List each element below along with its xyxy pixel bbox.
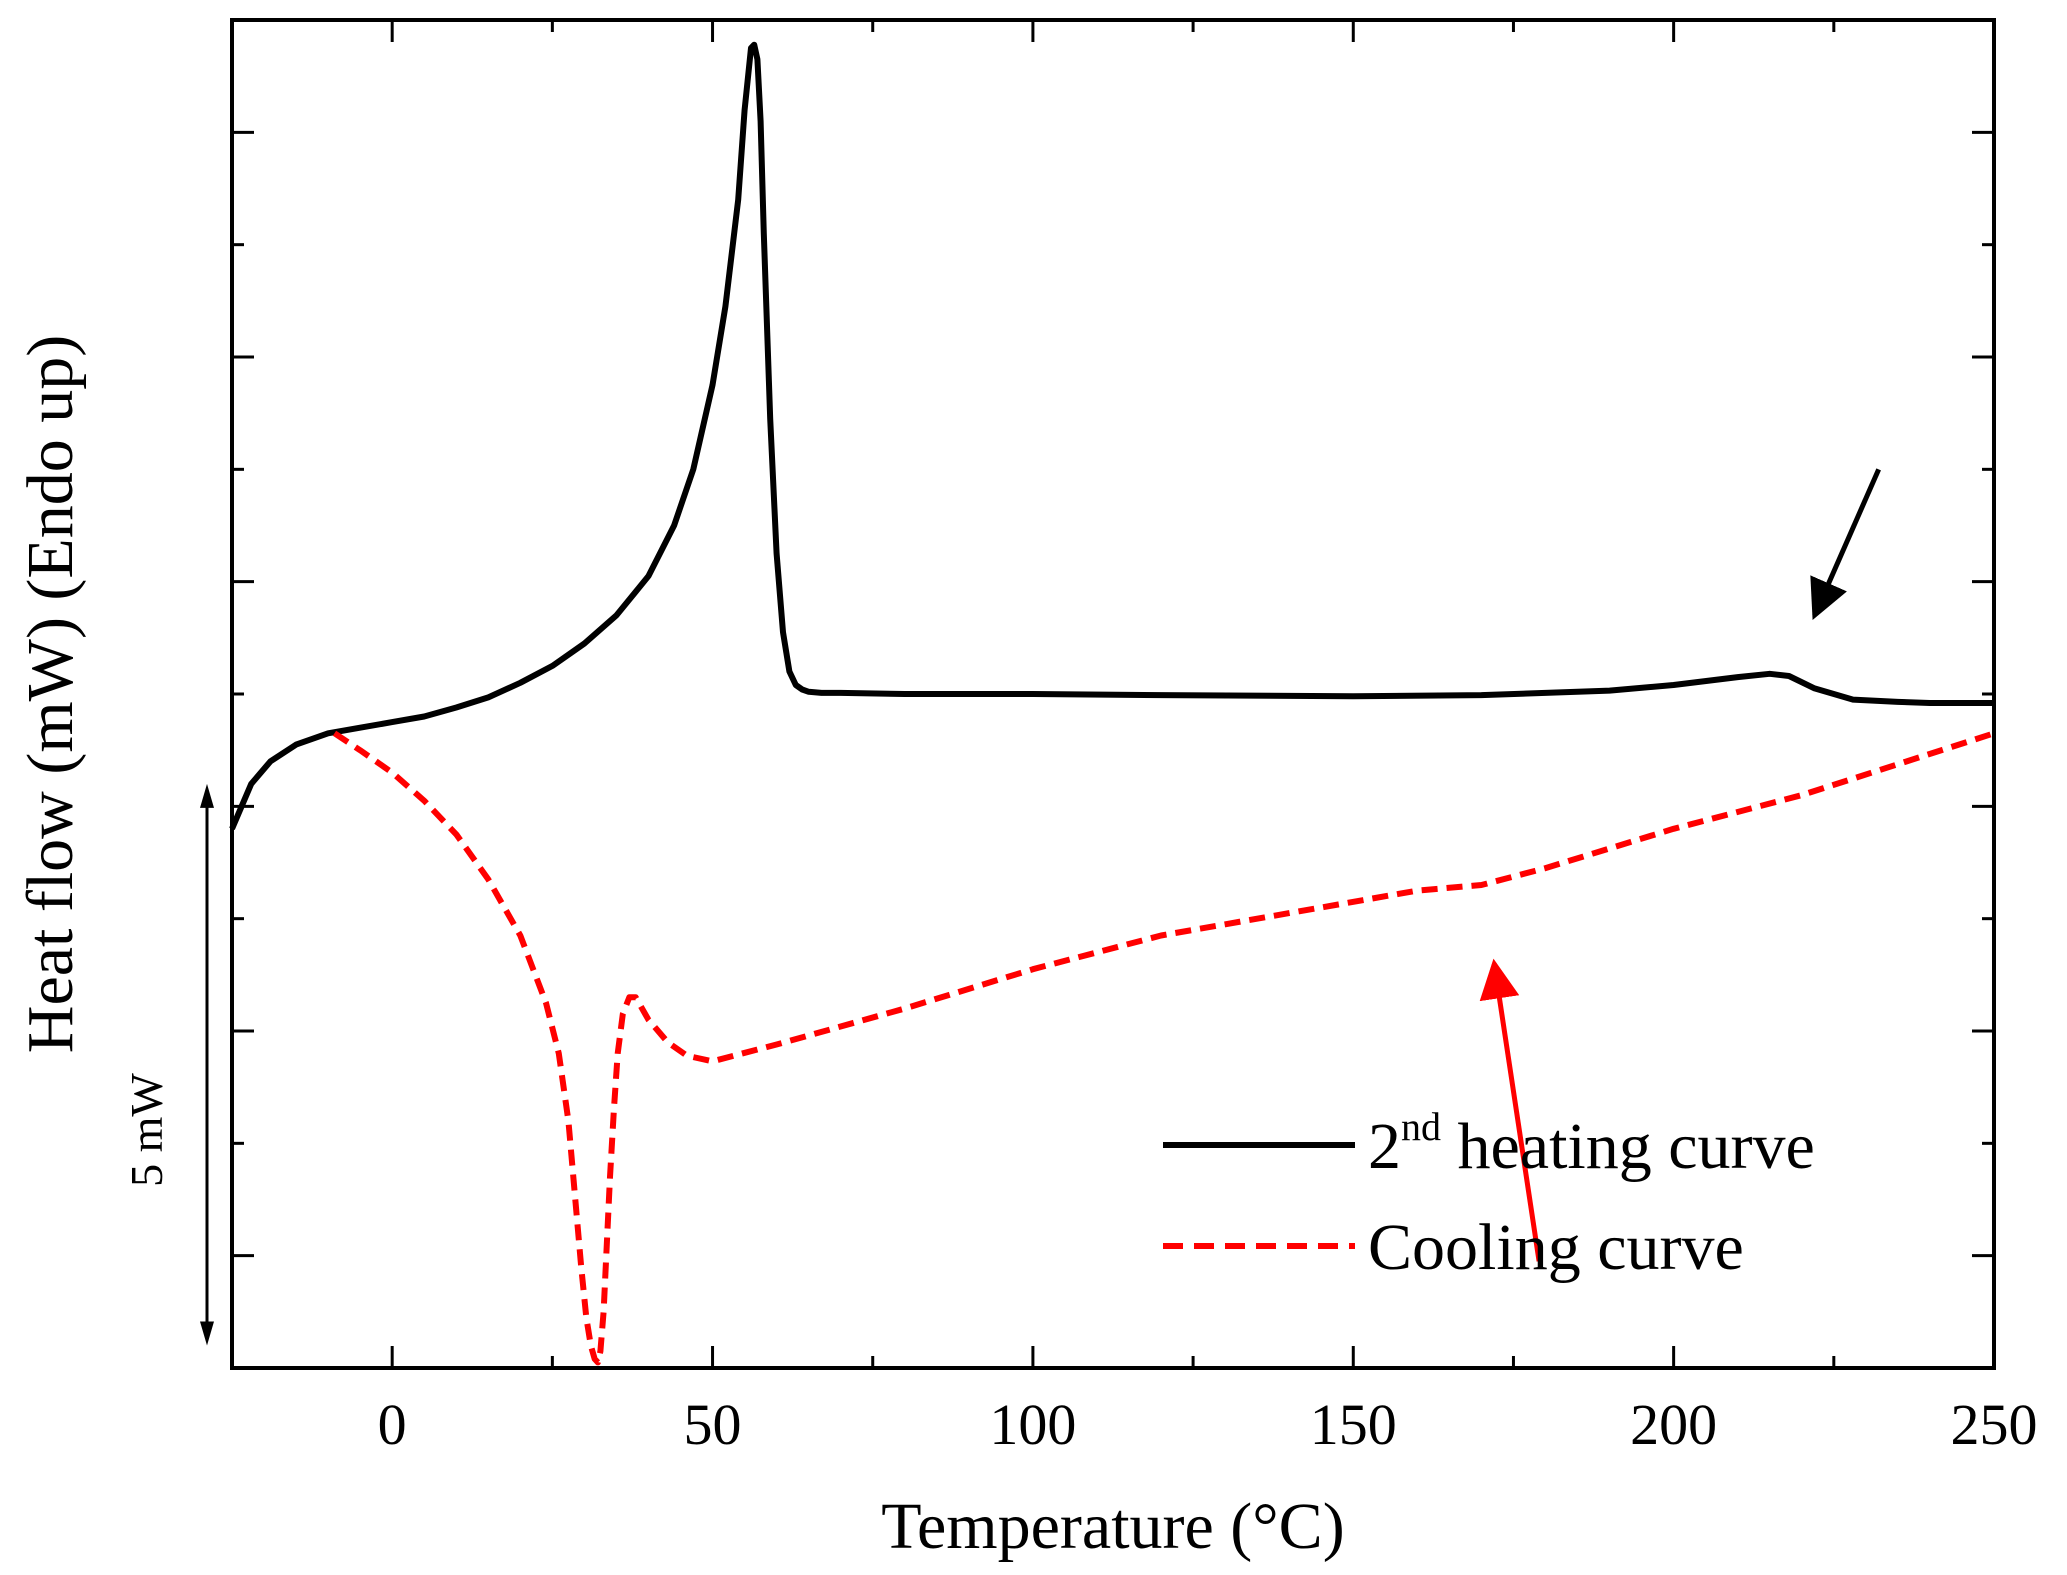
legend-label-heating: 2nd heating curve <box>1368 1104 1815 1183</box>
plot-frame <box>230 18 1996 1370</box>
x-tick-label: 50 <box>684 1392 742 1457</box>
scale-bar-label: 5 mW <box>121 1073 172 1187</box>
legend-label-cooling: Cooling curve <box>1368 1211 1744 1284</box>
scale-bar-arrowhead-top <box>200 783 214 808</box>
x-axis-title: Temperature (°C) <box>881 1490 1344 1563</box>
x-tick-labels: 0 50 100 150 200 250 <box>378 1392 2038 1457</box>
y-axis-title: Heat flow (mW) (Endo up) <box>14 335 87 1053</box>
series-line-cooling <box>332 730 1995 1366</box>
legend: 2nd heating curve Cooling curve <box>1163 1104 1815 1284</box>
x-tick-label: 100 <box>989 1392 1076 1457</box>
legend-heating-text: heating curve <box>1441 1110 1815 1183</box>
series-line-heating <box>229 41 1994 830</box>
legend-heating-ordinal: 2 <box>1368 1110 1401 1183</box>
x-tick-label: 200 <box>1630 1392 1717 1457</box>
series-group <box>229 41 1995 1366</box>
annotation-arrow-red <box>1479 958 1542 1262</box>
annotation-arrow-black <box>1810 468 1881 620</box>
legend-heating-superscript: nd <box>1401 1104 1441 1149</box>
x-tick-label: 250 <box>1951 1392 2038 1457</box>
scale-bar: 5 mW <box>121 783 214 1346</box>
x-tick-label: 0 <box>378 1392 407 1457</box>
annotations <box>1479 468 1881 1262</box>
scale-bar-arrowhead-bottom <box>200 1321 214 1346</box>
x-tick-label: 150 <box>1310 1392 1397 1457</box>
